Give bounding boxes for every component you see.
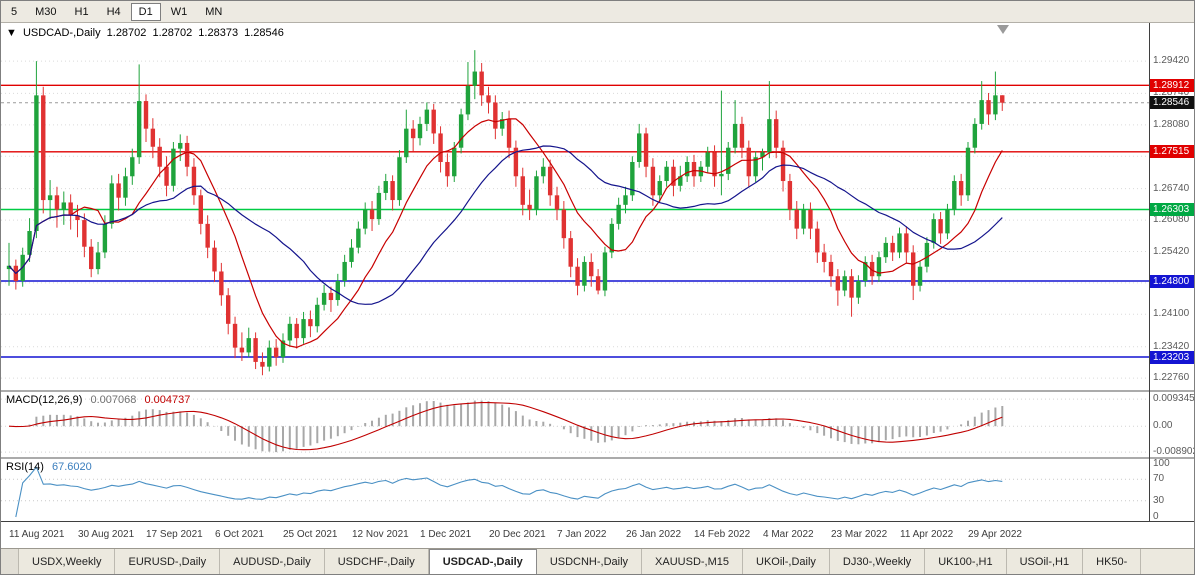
chart-tab-dj30-weekly[interactable]: DJ30-,Weekly bbox=[830, 549, 926, 574]
chart-tab-usdx-weekly[interactable]: USDX,Weekly bbox=[19, 549, 116, 574]
date-axis-label: 4 Mar 2022 bbox=[763, 529, 814, 540]
macd-axis-label: 0.00 bbox=[1153, 420, 1173, 432]
rsi-axis-label: 0 bbox=[1153, 511, 1159, 522]
price-axis-label: 1.25420 bbox=[1153, 245, 1190, 257]
macd-axis-label: -0.008902 bbox=[1153, 446, 1195, 458]
price-badge: 1.23203 bbox=[1150, 350, 1194, 364]
rsi-label: RSI(14) bbox=[6, 461, 44, 473]
rsi-axis-label: 70 bbox=[1153, 473, 1165, 485]
chart-title: ▼ USDCAD-,Daily 1.28702 1.28702 1.28373 … bbox=[6, 27, 287, 39]
rsi-axis-label: 30 bbox=[1153, 494, 1165, 506]
price-axis-label: 1.23420 bbox=[1153, 340, 1190, 352]
chart-tab-usdcnh-daily[interactable]: USDCNH-,Daily bbox=[537, 549, 643, 574]
date-axis-label: 17 Sep 2021 bbox=[146, 529, 203, 540]
main-chart-pane[interactable]: ▼ USDCAD-,Daily 1.28702 1.28702 1.28373 … bbox=[1, 23, 1149, 390]
pane-divider[interactable] bbox=[1, 390, 1194, 392]
time-axis: 11 Aug 2021 30 Aug 2021 17 Sep 2021 6 Oct 2… bbox=[1, 521, 1194, 548]
macd-axis: 0.009345 0.00 -0.008902 bbox=[1150, 392, 1195, 458]
date-axis-label: 1 Dec 2021 bbox=[420, 529, 472, 540]
price-badge: 1.28912 bbox=[1150, 78, 1194, 92]
macd-indicator-pane[interactable]: MACD(12,26,9) 0.007068 0.004737 bbox=[1, 392, 1149, 457]
price-axis-label: 1.29420 bbox=[1153, 55, 1190, 67]
timeframe-button-d1[interactable]: D1 bbox=[130, 2, 161, 21]
date-axis-label: 25 Oct 2021 bbox=[283, 529, 338, 540]
chart-tab-ukoil-daily[interactable]: UKOil-,Daily bbox=[743, 549, 830, 574]
chart-tab-usdchf-daily[interactable]: USDCHF-,Daily bbox=[325, 549, 429, 574]
price-axis-label: 1.22760 bbox=[1153, 372, 1190, 384]
timeframe-toolbar: 5 M30 H1 H4 D1 W1 MN bbox=[1, 1, 1194, 23]
price-axis-label: 1.26080 bbox=[1153, 214, 1190, 226]
price-badge: 1.27515 bbox=[1150, 145, 1194, 159]
chart-symbol-label: USDCAD-,Daily bbox=[22, 27, 101, 39]
rsi-chart bbox=[1, 466, 1149, 518]
date-axis-label: 11 Aug 2021 bbox=[9, 529, 65, 540]
price-axis-label: 1.26740 bbox=[1153, 182, 1190, 194]
price-badge: 1.26303 bbox=[1150, 203, 1194, 216]
macd-signal-value: 0.004737 bbox=[144, 394, 191, 406]
chart-tab-xauusd-m15[interactable]: XAUUSD-,M15 bbox=[642, 549, 744, 574]
candlestick-chart bbox=[1, 25, 1149, 379]
timeframe-button-h1[interactable]: H1 bbox=[74, 5, 89, 18]
timeframe-button-m30[interactable]: M30 bbox=[35, 5, 57, 18]
ohlc-low-value: 1.28373 bbox=[198, 27, 239, 39]
rsi-title: RSI(14) 67.6020 bbox=[6, 461, 97, 473]
date-axis-label: 23 Mar 2022 bbox=[831, 529, 888, 540]
rsi-value: 67.6020 bbox=[51, 461, 92, 473]
price-axis-label: 1.28740 bbox=[1153, 87, 1190, 99]
timeframe-button-mn[interactable]: MN bbox=[205, 5, 223, 18]
chart-tab-hk50[interactable]: HK50- bbox=[1083, 549, 1142, 574]
timeframe-button-5[interactable]: 5 bbox=[11, 5, 18, 18]
price-badge: 1.28546 bbox=[1150, 96, 1194, 110]
price-badge: 1.24800 bbox=[1150, 274, 1194, 288]
axis-border-line bbox=[1149, 23, 1150, 521]
date-axis-label: 7 Jan 2022 bbox=[557, 529, 607, 540]
price-axis: 1.294201.287401.280801.274201.267401.260… bbox=[1150, 23, 1194, 390]
rsi-axis-label: 100 bbox=[1153, 458, 1170, 469]
timeframe-button-w1[interactable]: W1 bbox=[170, 5, 188, 18]
macd-chart bbox=[1, 398, 1149, 453]
ohlc-high-value: 1.28702 bbox=[152, 27, 193, 39]
date-axis-label: 29 Apr 2022 bbox=[968, 529, 1022, 540]
date-axis-label: 12 Nov 2021 bbox=[352, 529, 409, 540]
chart-tab-usdcad-daily[interactable]: USDCAD-,Daily bbox=[428, 549, 537, 574]
rsi-axis: 100 70 30 0 bbox=[1150, 458, 1194, 522]
chart-tab-audusd-daily[interactable]: AUDUSD-,Daily bbox=[220, 549, 325, 574]
date-axis-label: 14 Feb 2022 bbox=[694, 529, 751, 540]
chart-tab-eurusd-daily[interactable]: EURUSD-,Daily bbox=[115, 549, 221, 574]
chart-tab-usoil-h1[interactable]: USOil-,H1 bbox=[1007, 549, 1084, 574]
price-axis-label: 1.28080 bbox=[1153, 118, 1190, 130]
macd-axis-label: 0.009345 bbox=[1153, 393, 1195, 405]
rsi-indicator-pane[interactable]: RSI(14) 67.6020 bbox=[1, 459, 1149, 521]
timeframe-button-h4[interactable]: H4 bbox=[106, 5, 121, 18]
ohlc-close-value: 1.28546 bbox=[244, 27, 284, 39]
date-axis-label: 11 Apr 2022 bbox=[900, 529, 954, 540]
date-axis-label: 26 Jan 2022 bbox=[626, 529, 682, 540]
date-axis-label: 30 Aug 2021 bbox=[78, 529, 135, 540]
tab-scroll-button[interactable] bbox=[1, 549, 19, 574]
macd-label: MACD(12,26,9) bbox=[6, 394, 83, 406]
chart-tab-uk100-h1[interactable]: UK100-,H1 bbox=[925, 549, 1007, 574]
chart-tab-bar: USDX,Weekly EURUSD-,Daily AUDUSD-,Daily USD… bbox=[1, 548, 1194, 574]
macd-main-value: 0.007068 bbox=[90, 394, 137, 406]
macd-title: MACD(12,26,9) 0.007068 0.004737 bbox=[6, 394, 195, 406]
date-axis-label: 20 Dec 2021 bbox=[489, 529, 546, 540]
ohlc-open-value: 1.28702 bbox=[106, 27, 147, 39]
date-axis-label: 6 Oct 2021 bbox=[215, 529, 264, 540]
chart-dropdown-icon[interactable]: ▼ bbox=[6, 27, 17, 39]
pane-divider[interactable] bbox=[1, 457, 1194, 459]
price-axis-label: 1.24100 bbox=[1153, 308, 1190, 320]
